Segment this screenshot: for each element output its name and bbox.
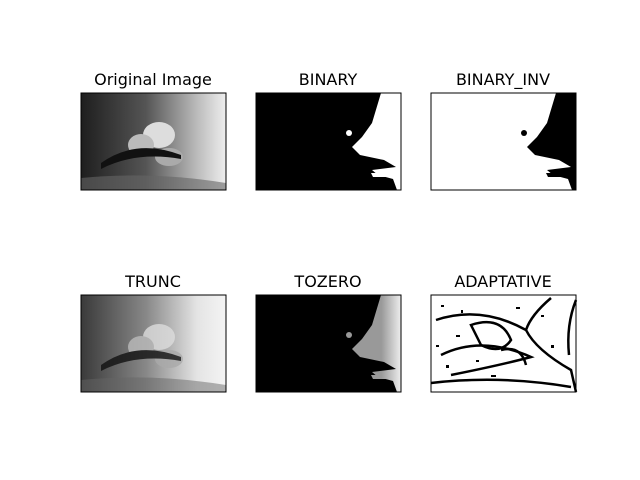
image-tozero (255, 294, 402, 393)
image-binary-inv (430, 92, 577, 191)
panel-title: ADAPTATIVE (454, 272, 551, 291)
panel-title: Original Image (94, 70, 212, 89)
panel-title: TOZERO (293, 272, 361, 291)
panel-title: TRUNC (124, 272, 181, 291)
image-adaptive (430, 294, 578, 393)
image-trunc (80, 294, 227, 393)
panel-title: BINARY_INV (456, 70, 550, 90)
image-binary (255, 92, 402, 191)
image-original (80, 92, 227, 191)
panel-title: BINARY (299, 70, 358, 89)
